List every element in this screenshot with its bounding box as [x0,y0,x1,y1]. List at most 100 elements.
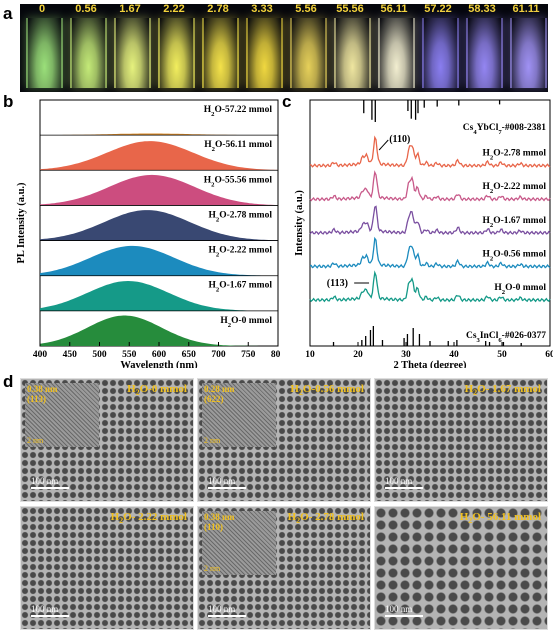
xrd-pattern-line [309,205,551,236]
xrd-x-tick-label: 60 [545,350,553,360]
vial-label: 3.33 [251,4,273,15]
vial-photo: 0 0.56 1.67 2.22 2.78 3.33 5.56 55.56 56.11 57.22… [20,4,548,92]
pl-x-tick-label: 700 [211,350,226,360]
panel-letter-c: c [282,92,292,111]
pl-spectra-chart: H2O-57.22 mmol H2O-56.11 mmol H2O-55.56 mm… [16,99,280,368]
vial-label: 56.11 [380,4,408,15]
pl-series-label: H2O-56.11 mmol [204,140,272,153]
vial [378,18,415,88]
vial-label: 0.56 [75,4,97,15]
pl-spectrum-area [40,315,278,346]
xrd-pattern-line [309,135,551,168]
xrd-x-tick-label: 10 [305,350,315,360]
pl-y-axis-label: PL Intensity (a.u.) [16,182,27,264]
tem-image: 0.28 nm (622) 2 nm H2O-0.56 mmol 100 nm [197,378,371,502]
xrd-pattern-line [309,170,551,202]
pl-x-tick-label: 600 [152,350,167,360]
tem-image: H2O- 1.67 mmol 100 nm [374,378,548,502]
xrd-y-axis-label: Intensity (a.u.) [294,190,305,256]
peak-110-arrow [378,139,389,151]
pl-spectrum-area [40,281,278,311]
xrd-series-label: H2O-0.56 mmol [483,249,547,262]
vial [114,18,151,88]
tem-sample-label: H2O-0 mmol [127,383,187,398]
xrd-x-tick-label: 40 [449,350,459,360]
tem-image: H2O- 2.22 mmol 100 nm [20,506,194,630]
peak-110-label: (110) [389,134,410,145]
tem-image: 0.38 nm (113) 2 nm H2O-0 mmol 100 nm [20,378,194,502]
lattice-plane-label: (113) [27,394,46,404]
xrd-chart: Cs4YbCl7-#008-2381 H2O-2.78 mmol H2O-2.22 … [294,99,553,368]
lattice-spacing-label: 0.38 nm [27,384,58,394]
pl-series-label: H2O-2.78 mmol [209,210,273,223]
tem-sample-label: H2O- 2.78 mmol [287,511,364,526]
xrd-series-label: H2O-0 mmol [494,283,546,296]
pl-series-label: H2O-1.67 mmol [209,281,273,294]
scale-bar-label: 100 nm [385,476,413,486]
pl-x-tick-label: 450 [63,350,78,360]
pl-series-label: H2O-57.22 mmol [204,105,273,118]
scale-bar [208,487,246,489]
vial-label: 1.67 [119,4,141,15]
pl-series-label: H2O-0 mmol [220,316,272,329]
scale-bar-label: 100 nm [31,604,59,614]
vial [510,18,547,88]
inset-scale-label: 2 nm [204,436,221,445]
vial [290,18,327,88]
pl-x-tick-label: 650 [182,350,197,360]
scale-bar-label: 100 nm [385,604,413,614]
scale-bar [385,487,423,489]
peak-113-label: (113) [327,278,348,289]
pl-spectrum-area [40,245,278,276]
vial-label: 57.22 [424,4,452,15]
xrd-x-axis-label: 2 Theta (degree) [393,360,467,368]
pl-x-tick-label: 750 [241,350,256,360]
scale-bar [208,615,246,617]
vial [26,18,63,88]
scale-bar [31,487,69,489]
vial [202,18,239,88]
vial-label: 2.22 [163,4,185,15]
xrd-series-label: H2O-2.22 mmol [483,182,547,195]
lattice-plane-label: (622) [204,394,224,404]
tem-image: 0.38 nm (110) 2 nm H2O- 2.78 mmol 100 nm [197,506,371,630]
vial [158,18,195,88]
hrtem-inset: 0.38 nm (110) 2 nm [202,511,276,575]
pl-x-tick-label: 550 [122,350,137,360]
xrd-x-tick-label: 20 [353,350,363,360]
tem-sample-label: H2O- 56.11 mmol [459,511,541,526]
vial-label: 2.78 [207,4,229,15]
panel-letter-b: b [3,92,14,111]
pl-series-label: H2O-55.56 mmol [204,175,273,188]
tem-sample-label: H2O- 2.22 mmol [110,511,187,526]
tem-image: H2O- 56.11 mmol 100 nm [374,506,548,630]
xrd-x-tick-label: 50 [497,350,507,360]
ref-bottom-label: Cs3InCl6-#026-0377 [466,331,546,344]
vial-label: 5.56 [295,4,317,15]
xrd-series-label: H2O-2.78 mmol [483,149,547,162]
pl-x-tick-label: 500 [92,350,107,360]
panel-letter-d: d [3,372,14,391]
lattice-spacing-label: 0.38 nm [204,512,235,522]
lattice-spacing-label: 0.28 nm [204,384,235,394]
pl-spectrum-area [40,133,278,136]
tem-sample-label: H2O- 1.67 mmol [464,383,541,398]
vial [466,18,503,88]
scale-bar-label: 100 nm [208,476,236,486]
vial-label: 55.56 [336,4,364,15]
hrtem-inset: 0.38 nm (113) 2 nm [25,383,99,447]
panel-letter-a: a [3,4,13,23]
scale-bar [31,615,69,617]
vial-label: 61.11 [512,4,540,15]
vial [70,18,107,88]
ref-top-label: Cs4YbCl7-#008-2381 [463,123,546,136]
vial [334,18,371,88]
vial-label: 58.33 [468,4,496,15]
tem-sample-label: H2O-0.56 mmol [290,383,364,398]
lattice-plane-label: (110) [204,522,223,532]
pl-x-tick-label: 800 [271,350,280,360]
pl-spectrum-area [40,141,278,171]
vial [422,18,459,88]
vial [246,18,283,88]
xrd-pattern-line [309,270,551,303]
